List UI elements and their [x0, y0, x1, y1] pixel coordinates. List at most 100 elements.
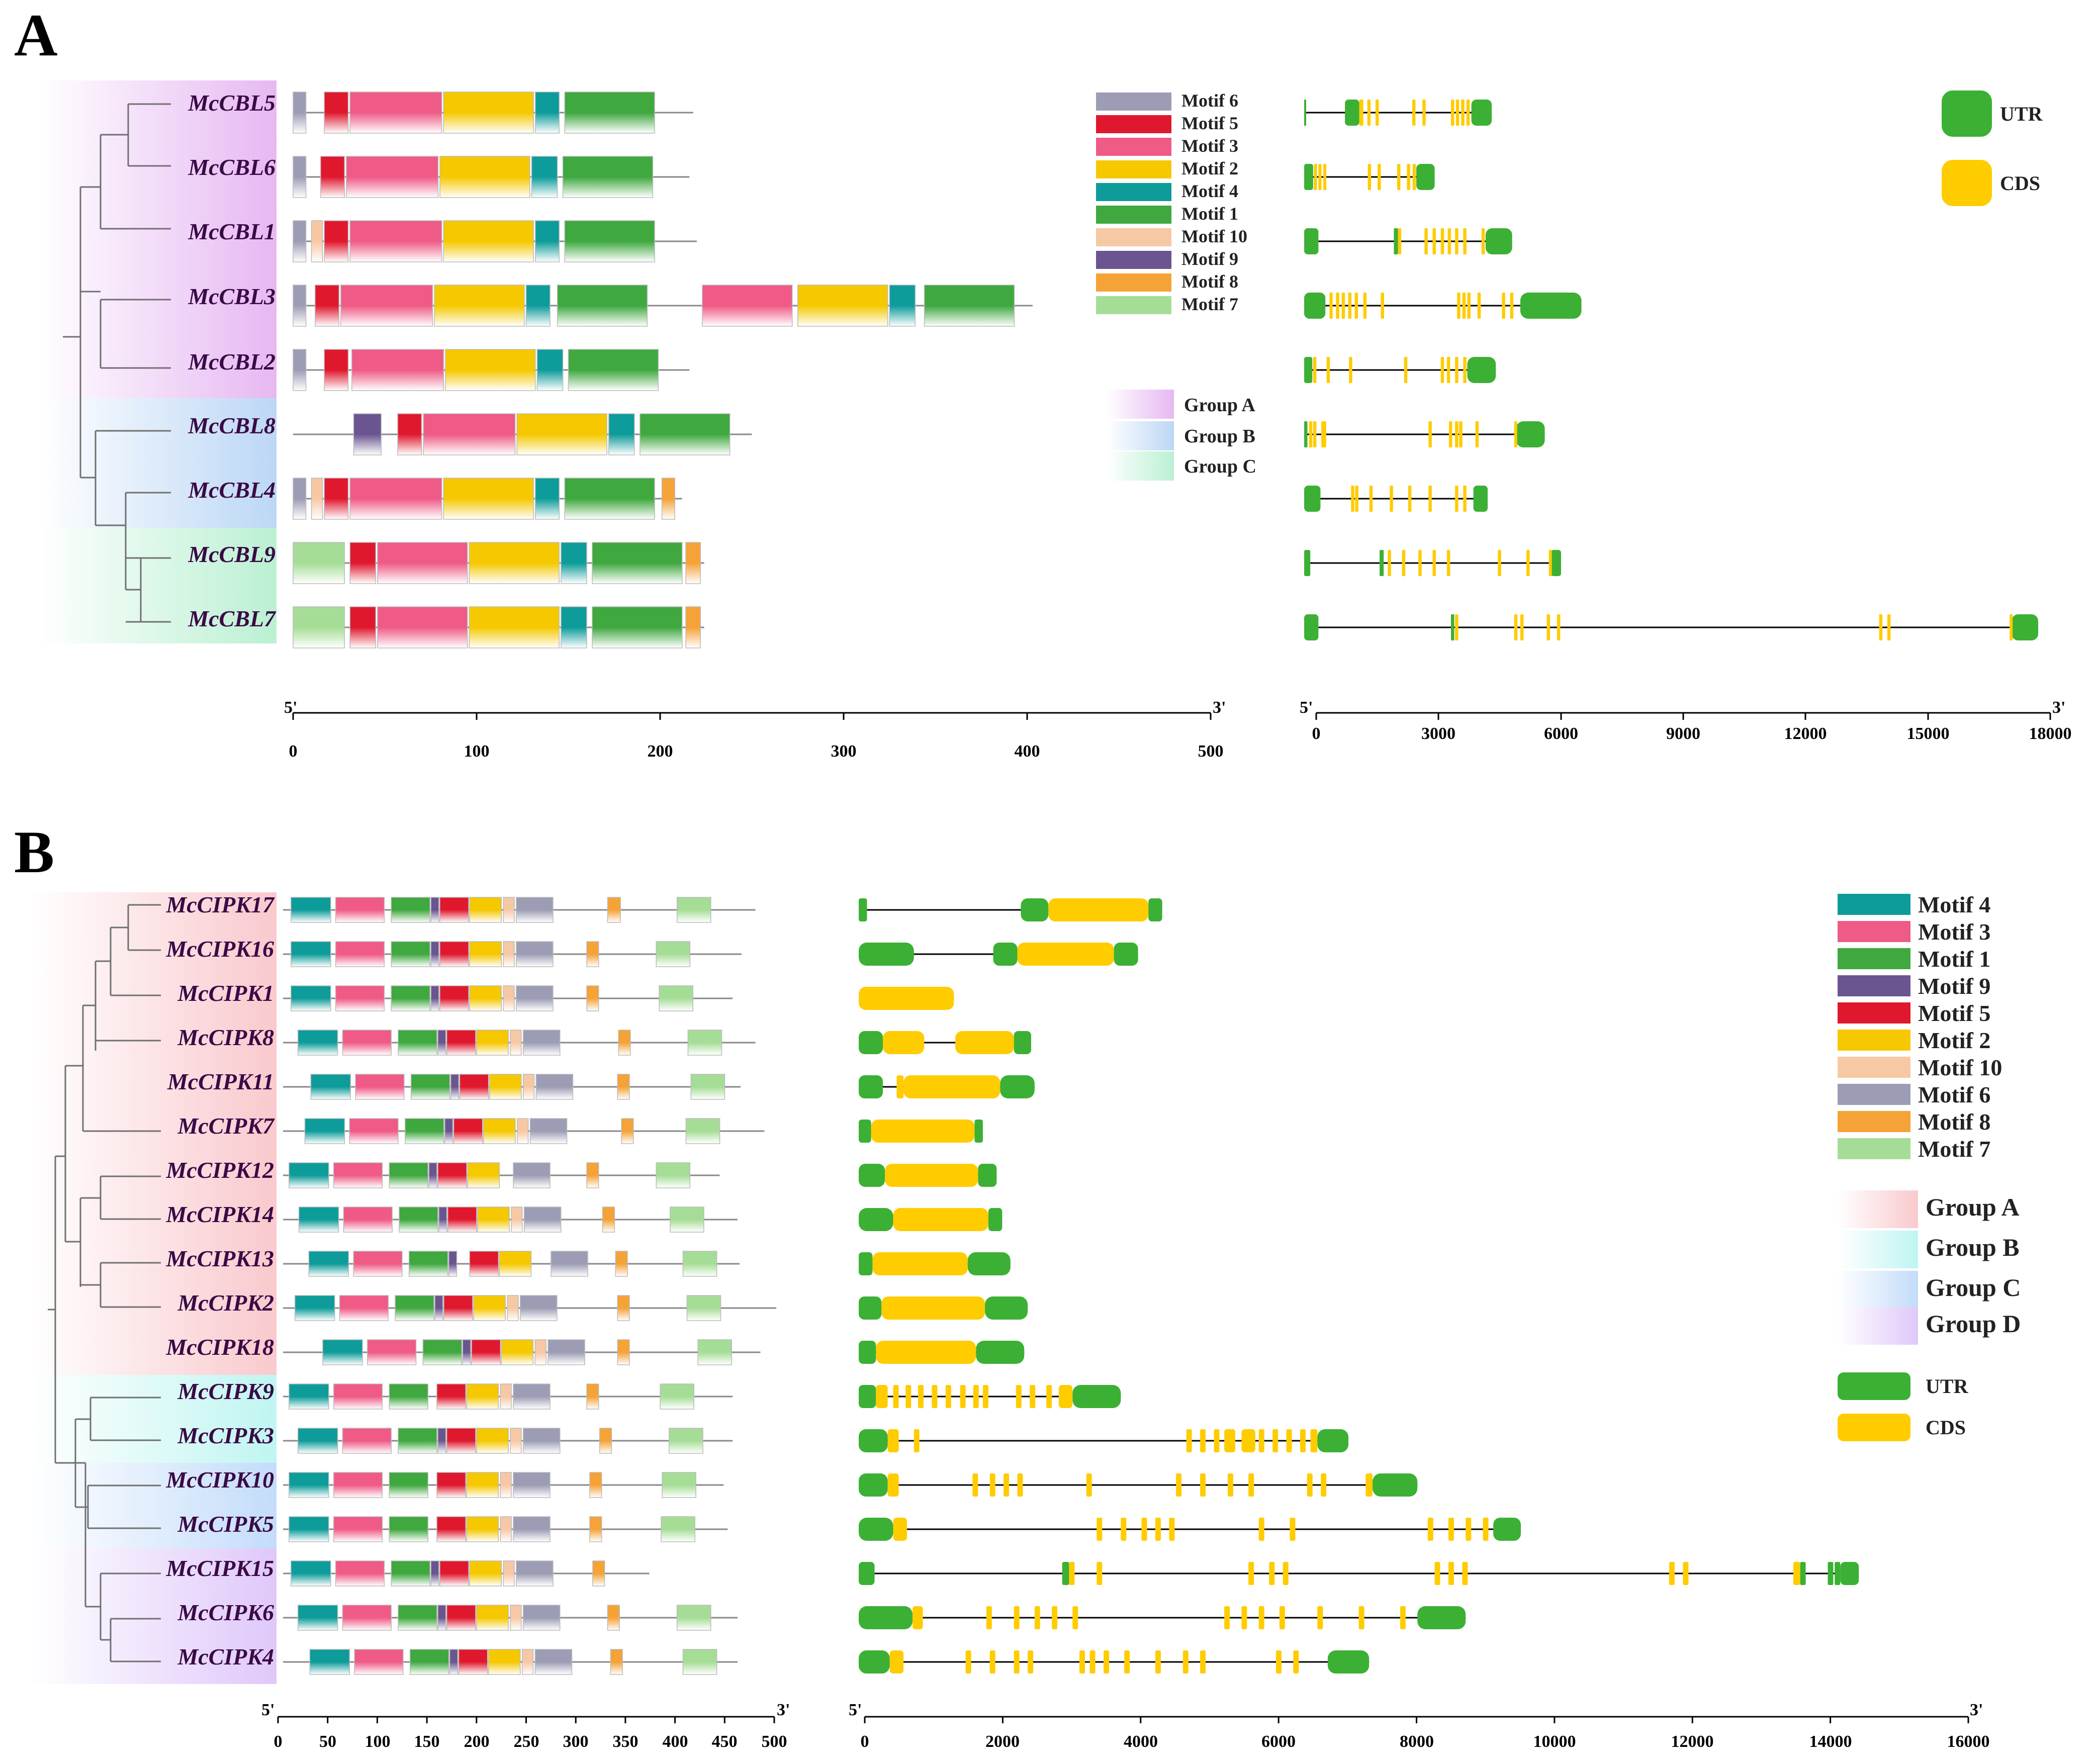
cds-block [1432, 550, 1436, 576]
cds-block [1300, 1429, 1306, 1452]
cds-block [1448, 1562, 1454, 1585]
gene-label: McCBL7 [188, 606, 277, 631]
cds-block [1793, 1562, 1800, 1585]
cds-block [1283, 1562, 1289, 1585]
cds-block [2010, 614, 2013, 640]
tick-label: 200 [464, 1732, 490, 1751]
motif-8-box [610, 1649, 623, 1675]
gene-label: McCIPK15 [165, 1555, 274, 1581]
cds-block [1520, 614, 1524, 640]
cds-block [1368, 164, 1372, 190]
motif-1-box [389, 1472, 428, 1498]
cds-block [1397, 164, 1401, 190]
utr-block [1473, 486, 1488, 512]
gene-label: McCBL5 [188, 90, 276, 116]
motif-6-box [523, 1206, 562, 1233]
motif-2-box [501, 1339, 534, 1365]
utr-block [967, 1252, 1011, 1275]
tick-label: 0 [274, 1732, 283, 1751]
utr-block [1000, 1075, 1035, 1098]
motif-3-box [342, 1605, 392, 1631]
motif-7-box [687, 1030, 722, 1056]
legend-label: Group D [1926, 1310, 2021, 1338]
utr-block [859, 1031, 883, 1054]
motif-7-box [659, 985, 694, 1011]
motif-8-box [586, 941, 599, 967]
cds-block [1546, 614, 1551, 640]
motif-9-box [430, 985, 439, 1011]
motif-1-box [557, 285, 648, 327]
motif-1-box [391, 985, 430, 1011]
motif-4-box [525, 285, 551, 327]
legend-label: Group A [1926, 1193, 2020, 1221]
motif-2-box [466, 1472, 499, 1498]
cds-block [1514, 614, 1518, 640]
utr-block [1373, 1473, 1418, 1497]
motif-6-box [293, 285, 307, 327]
cds-block [1683, 1562, 1689, 1585]
tick-label: 3000 [1421, 724, 1455, 743]
motif-10-box [511, 1206, 523, 1233]
legend-label: Motif 3 [1181, 136, 1238, 156]
motif-2-box [488, 1649, 521, 1675]
utr-block [859, 1650, 890, 1674]
motif-5-box [436, 1383, 466, 1410]
tree-branch [55, 1066, 80, 1243]
utr-block [859, 1385, 876, 1408]
cds-block [1258, 1518, 1264, 1541]
motif-4-box [309, 1649, 350, 1675]
motif-9-box [430, 1560, 439, 1587]
motif-3-box [354, 1649, 404, 1675]
motif-9-box [462, 1339, 471, 1365]
cds-block [1200, 1473, 1206, 1497]
motif-4-box [535, 478, 560, 520]
utr-block [1451, 614, 1454, 640]
motif-4-box [322, 1339, 363, 1365]
motif-1-box [568, 349, 659, 391]
motif-5-box [447, 1206, 477, 1233]
motif-4-box [889, 285, 916, 327]
cds-block [1069, 1562, 1075, 1585]
motif-6-box [513, 1383, 551, 1410]
cds-block [1293, 1650, 1299, 1674]
motif-3-box [351, 349, 444, 391]
legend-swatch-motif-6 [1838, 1084, 1910, 1105]
tick-label: 4000 [1124, 1732, 1158, 1751]
cds-block [1459, 421, 1463, 447]
cds-block [973, 1385, 979, 1408]
gene-label: McCIPK4 [177, 1644, 274, 1669]
cds-block [1467, 293, 1471, 319]
motif-7-box [697, 1339, 732, 1365]
panel-b-gene-labels: McCIPK17 McCIPK16 McCIPK1 McCIPK8 McCIPK… [165, 892, 275, 1669]
cds-block [1381, 293, 1384, 319]
motif-7-box [682, 1649, 717, 1675]
motif-6-box [522, 1428, 561, 1454]
cds-block [1227, 1473, 1233, 1497]
cds-block [989, 1650, 995, 1674]
utr-block [993, 943, 1018, 966]
cds-block [1463, 357, 1467, 383]
motif-4-box [535, 91, 560, 134]
gene-label: McCIPK12 [165, 1157, 274, 1183]
legend-label: Motif 7 [1918, 1136, 1990, 1162]
legend-label: Motif 5 [1918, 1000, 1990, 1026]
cds-block [903, 1075, 1000, 1098]
utr-block [1304, 293, 1326, 319]
gene-label: McCIPK1 [177, 980, 274, 1006]
motif-3-box [335, 897, 385, 923]
cds-block [1462, 293, 1466, 319]
panel-b-motif-tracks [283, 897, 777, 1675]
motif-10-box [503, 1560, 515, 1587]
utr-block [988, 1208, 1003, 1231]
cds-block [1046, 1385, 1052, 1408]
cds-block [1155, 1518, 1161, 1541]
cds-block [1014, 1606, 1020, 1629]
motif-8-box [602, 1206, 615, 1233]
motif-4-box [297, 1030, 338, 1056]
utr-block [1304, 100, 1306, 126]
tick-label: 300 [831, 742, 857, 761]
tick-label: 12000 [1671, 1732, 1714, 1751]
motif-4-box [304, 1118, 345, 1144]
axis-end-5: 5' [261, 1701, 275, 1719]
cds-block [1028, 1650, 1034, 1674]
